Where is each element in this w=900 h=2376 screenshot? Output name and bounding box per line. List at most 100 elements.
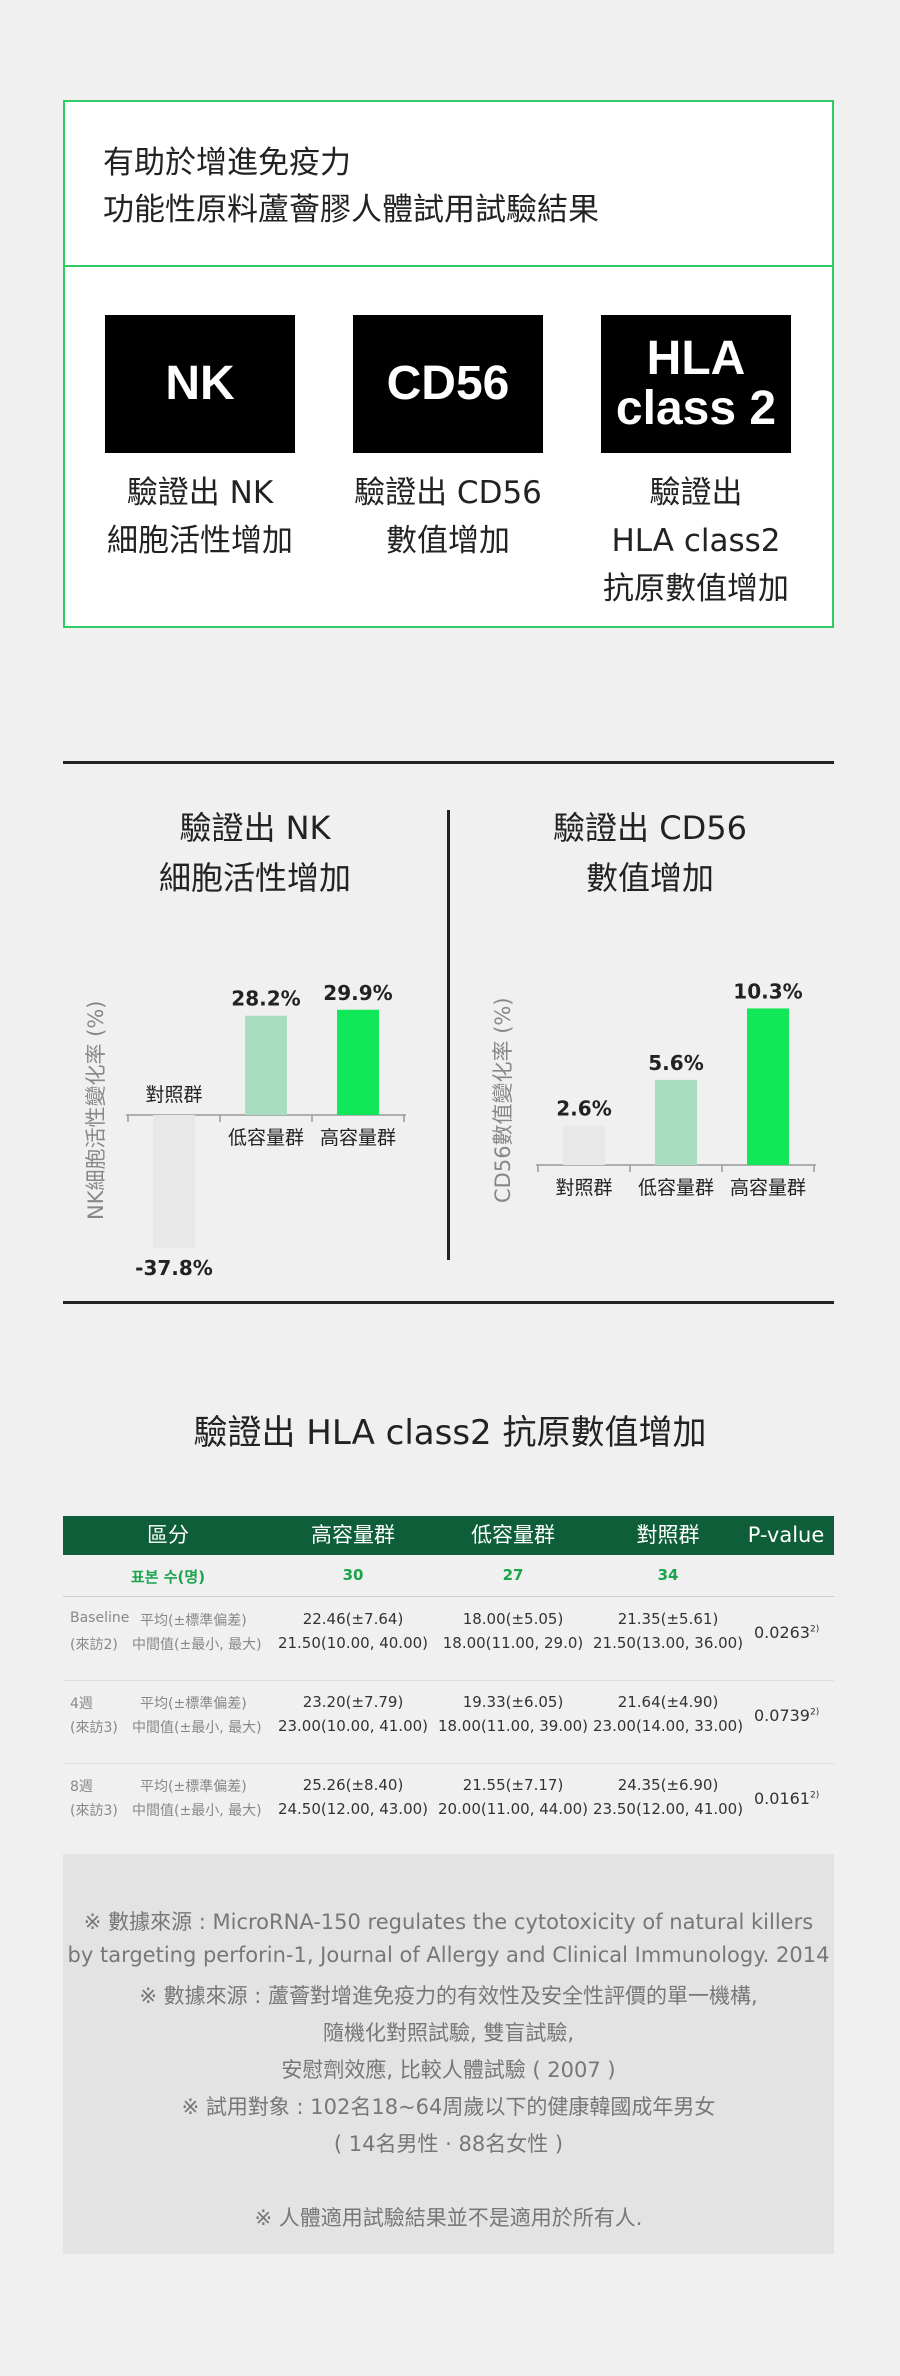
nk-chart-title-line-2: 細胞活性增加	[158, 859, 351, 897]
cd56-marker-description: 驗證出 CD56 數值增加	[318, 469, 578, 565]
control-cell: 24.35(±6.90)	[617, 1776, 719, 1794]
control-cell: 23.00(14.00, 33.00)	[593, 1717, 744, 1735]
hla-marker-label-1: HLA	[646, 332, 746, 385]
high-cell: 24.50(12.00, 43.00)	[277, 1800, 429, 1818]
bar-1	[153, 1115, 195, 1249]
high-cell: 25.26(±8.40)	[302, 1776, 404, 1794]
sample-size-high: 30	[342, 1566, 364, 1584]
low-cell: 19.33(±6.05)	[462, 1693, 564, 1711]
p-value-footnote: 2)	[809, 1790, 820, 1801]
cd56-marker-label: CD56	[386, 357, 510, 410]
bar-value-label: 2.6%	[556, 1096, 611, 1120]
nk-marker-badge: NK	[105, 315, 295, 453]
note-line: by targeting perforin-1, Journal of Alle…	[67, 1943, 830, 1967]
stat-label-mean: 平均(±標準偏差)	[140, 1696, 247, 1712]
control-cell: 21.35(±5.61)	[617, 1610, 719, 1628]
disclaimer-note: ※ 人體適用試驗結果並不是適用於所有人.	[254, 2206, 643, 2230]
hla-marker-description: 驗證出 HLA class2 抗原數值增加	[566, 469, 826, 613]
row-divider	[63, 1763, 834, 1764]
section-divider-top	[63, 761, 834, 764]
bar-value-label: 28.2%	[231, 987, 300, 1011]
cd56-marker-badge: CD56	[353, 315, 543, 453]
visit-sub-label: (來訪3)	[70, 1720, 118, 1736]
control-cell: 21.50(13.00, 36.00)	[593, 1634, 744, 1652]
row-divider	[63, 1680, 834, 1681]
category-label: 對照群	[555, 1177, 612, 1199]
p-value-footnote: 2)	[809, 1624, 820, 1635]
bar-value-label: 5.6%	[648, 1051, 703, 1075]
bar-2	[655, 1079, 697, 1165]
bar-value-label: 29.9%	[323, 981, 392, 1005]
high-cell: 22.46(±7.64)	[302, 1610, 404, 1628]
header-category: 區分	[147, 1523, 189, 1547]
chart-divider	[447, 810, 450, 1260]
p-value-cell: 0.07392)	[754, 1706, 819, 1725]
nk-activity-bar-chart: -37.8% 對照群 28.2% 低容量群 29.9% 高容量群	[126, 981, 406, 1280]
hla-marker-badge: HLA class 2	[601, 315, 791, 453]
cd56-desc-line-2: 數值增加	[386, 523, 510, 559]
note-line: 安慰劑效應, 比較人體試驗 ( 2007 )	[281, 2058, 616, 2082]
category-label: 低容量群	[228, 1127, 304, 1149]
high-cell: 23.00(10.00, 41.00)	[277, 1717, 429, 1735]
high-cell: 23.20(±7.79)	[302, 1693, 404, 1711]
high-cell: 21.50(10.00, 40.00)	[277, 1634, 429, 1652]
visit-sub-label: (來訪3)	[70, 1803, 118, 1819]
bar-2	[245, 1015, 287, 1115]
cd56-chart-title-line-1: 驗證出 CD56	[553, 809, 747, 847]
nk-marker-description: 驗證出 NK 細胞活性增加	[70, 469, 330, 565]
note-line: 隨機化對照試驗, 雙盲試驗,	[322, 2021, 575, 2045]
header-high-dose: 高容量群	[311, 1523, 395, 1547]
note-line: ※ 數據來源 : 蘆薈對增進免疫力的有效性及安全性評價的單一機構,	[139, 1984, 758, 2008]
nk-desc-line-1: 驗證出 NK	[126, 475, 274, 511]
sample-size-label: 표본 수(명)	[130, 1568, 206, 1586]
hla-desc-line-3: 抗原數值增加	[603, 571, 789, 607]
stat-label-median: 中間值(±最小, 最大)	[132, 1803, 262, 1819]
hla-table-header: 區分 高容量群 低容量群 對照群 P-value	[63, 1516, 834, 1555]
summary-line-1: 有助於增進免疫力	[103, 145, 351, 181]
control-cell: 23.50(12.00, 41.00)	[593, 1800, 744, 1818]
visit-label: Baseline	[70, 1610, 130, 1626]
header-p-value: P-value	[747, 1523, 825, 1547]
category-label: 對照群	[145, 1084, 202, 1106]
source-notes: ※ 數據來源 : MicroRNA-150 regulates the cyto…	[63, 1854, 834, 2254]
nk-chart-title-line-1: 驗證出 NK	[179, 809, 331, 847]
bar-1	[563, 1125, 605, 1165]
cd56-chart-title: 驗證出 CD56 數值增加	[490, 803, 810, 903]
summary-line-2: 功能性原料蘆薈膠人體試用試驗結果	[103, 192, 599, 228]
cd56-bar-chart: 2.6% 對照群 5.6% 低容量群 10.3% 高容量群	[536, 979, 816, 1199]
low-cell: 18.00(11.00, 29.0)	[442, 1634, 584, 1652]
bar-value-label: -37.8%	[135, 1256, 213, 1280]
stat-label-mean: 平均(±標準偏差)	[140, 1779, 247, 1795]
table-rule	[63, 1596, 834, 1597]
note-line: ※ 試用對象 : 102名18~64周歲以下的健康韓國成年男女	[181, 2095, 716, 2119]
cd56-chart-ylabel: CD56數值變化率 (%)	[491, 997, 515, 1203]
visit-label: 8週	[70, 1779, 93, 1795]
cd56-desc-line-1: 驗證出 CD56	[354, 475, 542, 511]
bar-3	[747, 1008, 789, 1165]
category-label: 高容量群	[730, 1177, 806, 1199]
sample-size-control: 34	[657, 1566, 679, 1584]
low-cell: 18.00(11.00, 39.00)	[437, 1717, 589, 1735]
hla-table-title: 驗證出 HLA class2 抗原數值增加	[193, 1413, 707, 1453]
stat-label-median: 中間值(±最小, 最大)	[132, 1637, 262, 1653]
p-value: 0.0263	[754, 1623, 810, 1642]
stat-label-median: 中間值(±最小, 最大)	[132, 1720, 262, 1736]
category-label: 低容量群	[638, 1177, 714, 1199]
hla-desc-line-1: 驗證出	[649, 475, 743, 511]
low-cell: 18.00(±5.05)	[462, 1610, 564, 1628]
hla-marker-label-2: class 2	[615, 382, 777, 435]
hla-desc-line-2: HLA class2	[611, 523, 781, 559]
bar-3	[337, 1009, 379, 1115]
section-divider-bottom	[63, 1301, 834, 1304]
nk-chart-title: 驗證出 NK 細胞活性增加	[100, 803, 410, 903]
note-line: ( 14名男性 · 88名女性 )	[333, 2132, 564, 2156]
low-cell: 20.00(11.00, 44.00)	[437, 1800, 589, 1818]
p-value-cell: 0.01612)	[754, 1789, 819, 1808]
sample-size-low: 27	[502, 1566, 524, 1584]
note-line: ※ 數據來源 : MicroRNA-150 regulates the cyto…	[83, 1910, 814, 1934]
summary-card: 有助於增進免疫力 功能性原料蘆薈膠人體試用試驗結果 NK CD56 HLA cl…	[63, 100, 834, 628]
p-value: 0.0161	[754, 1789, 810, 1808]
cd56-chart-title-line-2: 數值增加	[585, 859, 714, 897]
p-value: 0.0739	[754, 1706, 810, 1725]
stat-label-mean: 平均(±標準偏差)	[140, 1613, 247, 1629]
